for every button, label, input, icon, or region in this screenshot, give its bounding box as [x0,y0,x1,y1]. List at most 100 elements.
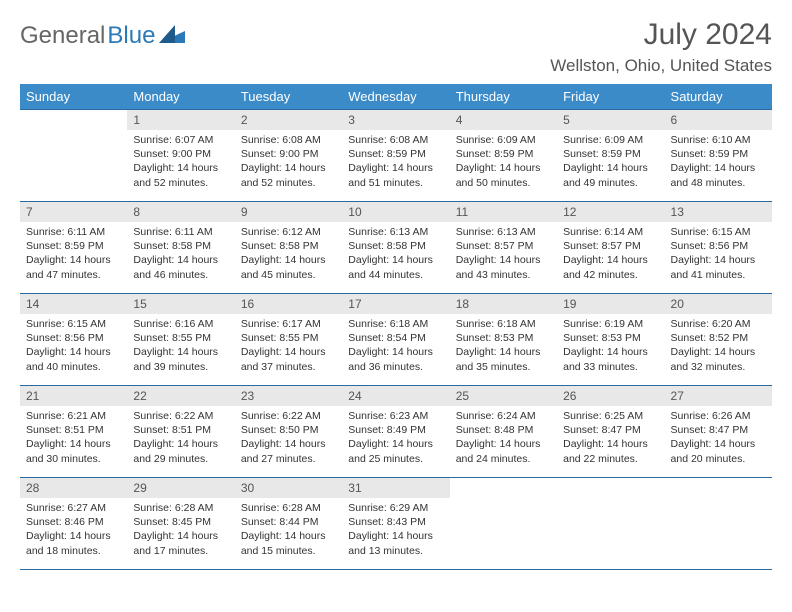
day-details: Sunrise: 6:16 AMSunset: 8:55 PMDaylight:… [127,314,234,378]
calendar-cell: 25Sunrise: 6:24 AMSunset: 8:48 PMDayligh… [450,386,557,478]
calendar-cell: 8Sunrise: 6:11 AMSunset: 8:58 PMDaylight… [127,202,234,294]
calendar-cell: 18Sunrise: 6:18 AMSunset: 8:53 PMDayligh… [450,294,557,386]
day-number: 6 [665,110,772,130]
calendar-table: SundayMondayTuesdayWednesdayThursdayFrid… [20,84,772,570]
day-number: 23 [235,386,342,406]
day-details: Sunrise: 6:24 AMSunset: 8:48 PMDaylight:… [450,406,557,470]
day-details: Sunrise: 6:28 AMSunset: 8:45 PMDaylight:… [127,498,234,562]
logo: GeneralBlue [20,18,185,50]
weekday-header: Wednesday [342,84,449,110]
day-number: 29 [127,478,234,498]
day-details: Sunrise: 6:10 AMSunset: 8:59 PMDaylight:… [665,130,772,194]
calendar-cell: 10Sunrise: 6:13 AMSunset: 8:58 PMDayligh… [342,202,449,294]
day-details: Sunrise: 6:23 AMSunset: 8:49 PMDaylight:… [342,406,449,470]
calendar-cell: 14Sunrise: 6:15 AMSunset: 8:56 PMDayligh… [20,294,127,386]
calendar-row: 7Sunrise: 6:11 AMSunset: 8:59 PMDaylight… [20,202,772,294]
day-number: 18 [450,294,557,314]
day-details: Sunrise: 6:17 AMSunset: 8:55 PMDaylight:… [235,314,342,378]
day-details: Sunrise: 6:11 AMSunset: 8:58 PMDaylight:… [127,222,234,286]
day-number: 27 [665,386,772,406]
day-details: Sunrise: 6:08 AMSunset: 8:59 PMDaylight:… [342,130,449,194]
day-number: 14 [20,294,127,314]
calendar-cell: 16Sunrise: 6:17 AMSunset: 8:55 PMDayligh… [235,294,342,386]
day-number: 2 [235,110,342,130]
calendar-cell: 31Sunrise: 6:29 AMSunset: 8:43 PMDayligh… [342,478,449,570]
day-number: 4 [450,110,557,130]
title-block: July 2024 Wellston, Ohio, United States [550,18,772,76]
day-number: 22 [127,386,234,406]
calendar-cell: 27Sunrise: 6:26 AMSunset: 8:47 PMDayligh… [665,386,772,478]
calendar-cell: 12Sunrise: 6:14 AMSunset: 8:57 PMDayligh… [557,202,664,294]
day-number: 15 [127,294,234,314]
day-number: 10 [342,202,449,222]
weekday-header-row: SundayMondayTuesdayWednesdayThursdayFrid… [20,84,772,110]
day-details: Sunrise: 6:14 AMSunset: 8:57 PMDaylight:… [557,222,664,286]
logo-text-2: Blue [107,22,155,50]
day-number: 1 [127,110,234,130]
weekday-header: Saturday [665,84,772,110]
calendar-cell: 17Sunrise: 6:18 AMSunset: 8:54 PMDayligh… [342,294,449,386]
day-number: 21 [20,386,127,406]
day-number: 26 [557,386,664,406]
month-title: July 2024 [550,18,772,52]
calendar-cell: 11Sunrise: 6:13 AMSunset: 8:57 PMDayligh… [450,202,557,294]
weekday-header: Friday [557,84,664,110]
day-number: 12 [557,202,664,222]
day-number: 31 [342,478,449,498]
day-details: Sunrise: 6:15 AMSunset: 8:56 PMDaylight:… [20,314,127,378]
calendar-row: 28Sunrise: 6:27 AMSunset: 8:46 PMDayligh… [20,478,772,570]
calendar-row: 21Sunrise: 6:21 AMSunset: 8:51 PMDayligh… [20,386,772,478]
day-details: Sunrise: 6:09 AMSunset: 8:59 PMDaylight:… [557,130,664,194]
day-details: Sunrise: 6:25 AMSunset: 8:47 PMDaylight:… [557,406,664,470]
day-number: 25 [450,386,557,406]
day-details: Sunrise: 6:28 AMSunset: 8:44 PMDaylight:… [235,498,342,562]
day-details: Sunrise: 6:12 AMSunset: 8:58 PMDaylight:… [235,222,342,286]
day-details: Sunrise: 6:18 AMSunset: 8:54 PMDaylight:… [342,314,449,378]
day-number: 17 [342,294,449,314]
calendar-cell: 29Sunrise: 6:28 AMSunset: 8:45 PMDayligh… [127,478,234,570]
location: Wellston, Ohio, United States [550,56,772,76]
day-details: Sunrise: 6:13 AMSunset: 8:58 PMDaylight:… [342,222,449,286]
day-details: Sunrise: 6:27 AMSunset: 8:46 PMDaylight:… [20,498,127,562]
day-details: Sunrise: 6:19 AMSunset: 8:53 PMDaylight:… [557,314,664,378]
calendar-body: 1Sunrise: 6:07 AMSunset: 9:00 PMDaylight… [20,110,772,570]
day-details: Sunrise: 6:29 AMSunset: 8:43 PMDaylight:… [342,498,449,562]
day-details: Sunrise: 6:22 AMSunset: 8:51 PMDaylight:… [127,406,234,470]
day-number: 11 [450,202,557,222]
day-details: Sunrise: 6:21 AMSunset: 8:51 PMDaylight:… [20,406,127,470]
day-details: Sunrise: 6:11 AMSunset: 8:59 PMDaylight:… [20,222,127,286]
calendar-row: 14Sunrise: 6:15 AMSunset: 8:56 PMDayligh… [20,294,772,386]
calendar-cell: 28Sunrise: 6:27 AMSunset: 8:46 PMDayligh… [20,478,127,570]
weekday-header: Thursday [450,84,557,110]
day-number: 20 [665,294,772,314]
calendar-cell: 22Sunrise: 6:22 AMSunset: 8:51 PMDayligh… [127,386,234,478]
day-details: Sunrise: 6:13 AMSunset: 8:57 PMDaylight:… [450,222,557,286]
calendar-cell: 20Sunrise: 6:20 AMSunset: 8:52 PMDayligh… [665,294,772,386]
calendar-cell [450,478,557,570]
calendar-cell: 19Sunrise: 6:19 AMSunset: 8:53 PMDayligh… [557,294,664,386]
day-details: Sunrise: 6:08 AMSunset: 9:00 PMDaylight:… [235,130,342,194]
logo-icon [159,22,185,50]
day-number: 3 [342,110,449,130]
day-number: 8 [127,202,234,222]
calendar-cell: 6Sunrise: 6:10 AMSunset: 8:59 PMDaylight… [665,110,772,202]
day-number: 5 [557,110,664,130]
calendar-cell: 24Sunrise: 6:23 AMSunset: 8:49 PMDayligh… [342,386,449,478]
calendar-row: 1Sunrise: 6:07 AMSunset: 9:00 PMDaylight… [20,110,772,202]
day-details: Sunrise: 6:07 AMSunset: 9:00 PMDaylight:… [127,130,234,194]
day-number: 28 [20,478,127,498]
header: GeneralBlue July 2024 Wellston, Ohio, Un… [20,18,772,76]
calendar-cell: 3Sunrise: 6:08 AMSunset: 8:59 PMDaylight… [342,110,449,202]
day-number: 30 [235,478,342,498]
calendar-cell: 4Sunrise: 6:09 AMSunset: 8:59 PMDaylight… [450,110,557,202]
calendar-cell: 9Sunrise: 6:12 AMSunset: 8:58 PMDaylight… [235,202,342,294]
calendar-cell: 23Sunrise: 6:22 AMSunset: 8:50 PMDayligh… [235,386,342,478]
day-number: 16 [235,294,342,314]
calendar-cell [557,478,664,570]
weekday-header: Sunday [20,84,127,110]
calendar-cell: 21Sunrise: 6:21 AMSunset: 8:51 PMDayligh… [20,386,127,478]
weekday-header: Monday [127,84,234,110]
logo-text-1: General [20,22,105,50]
day-number: 9 [235,202,342,222]
calendar-cell: 30Sunrise: 6:28 AMSunset: 8:44 PMDayligh… [235,478,342,570]
